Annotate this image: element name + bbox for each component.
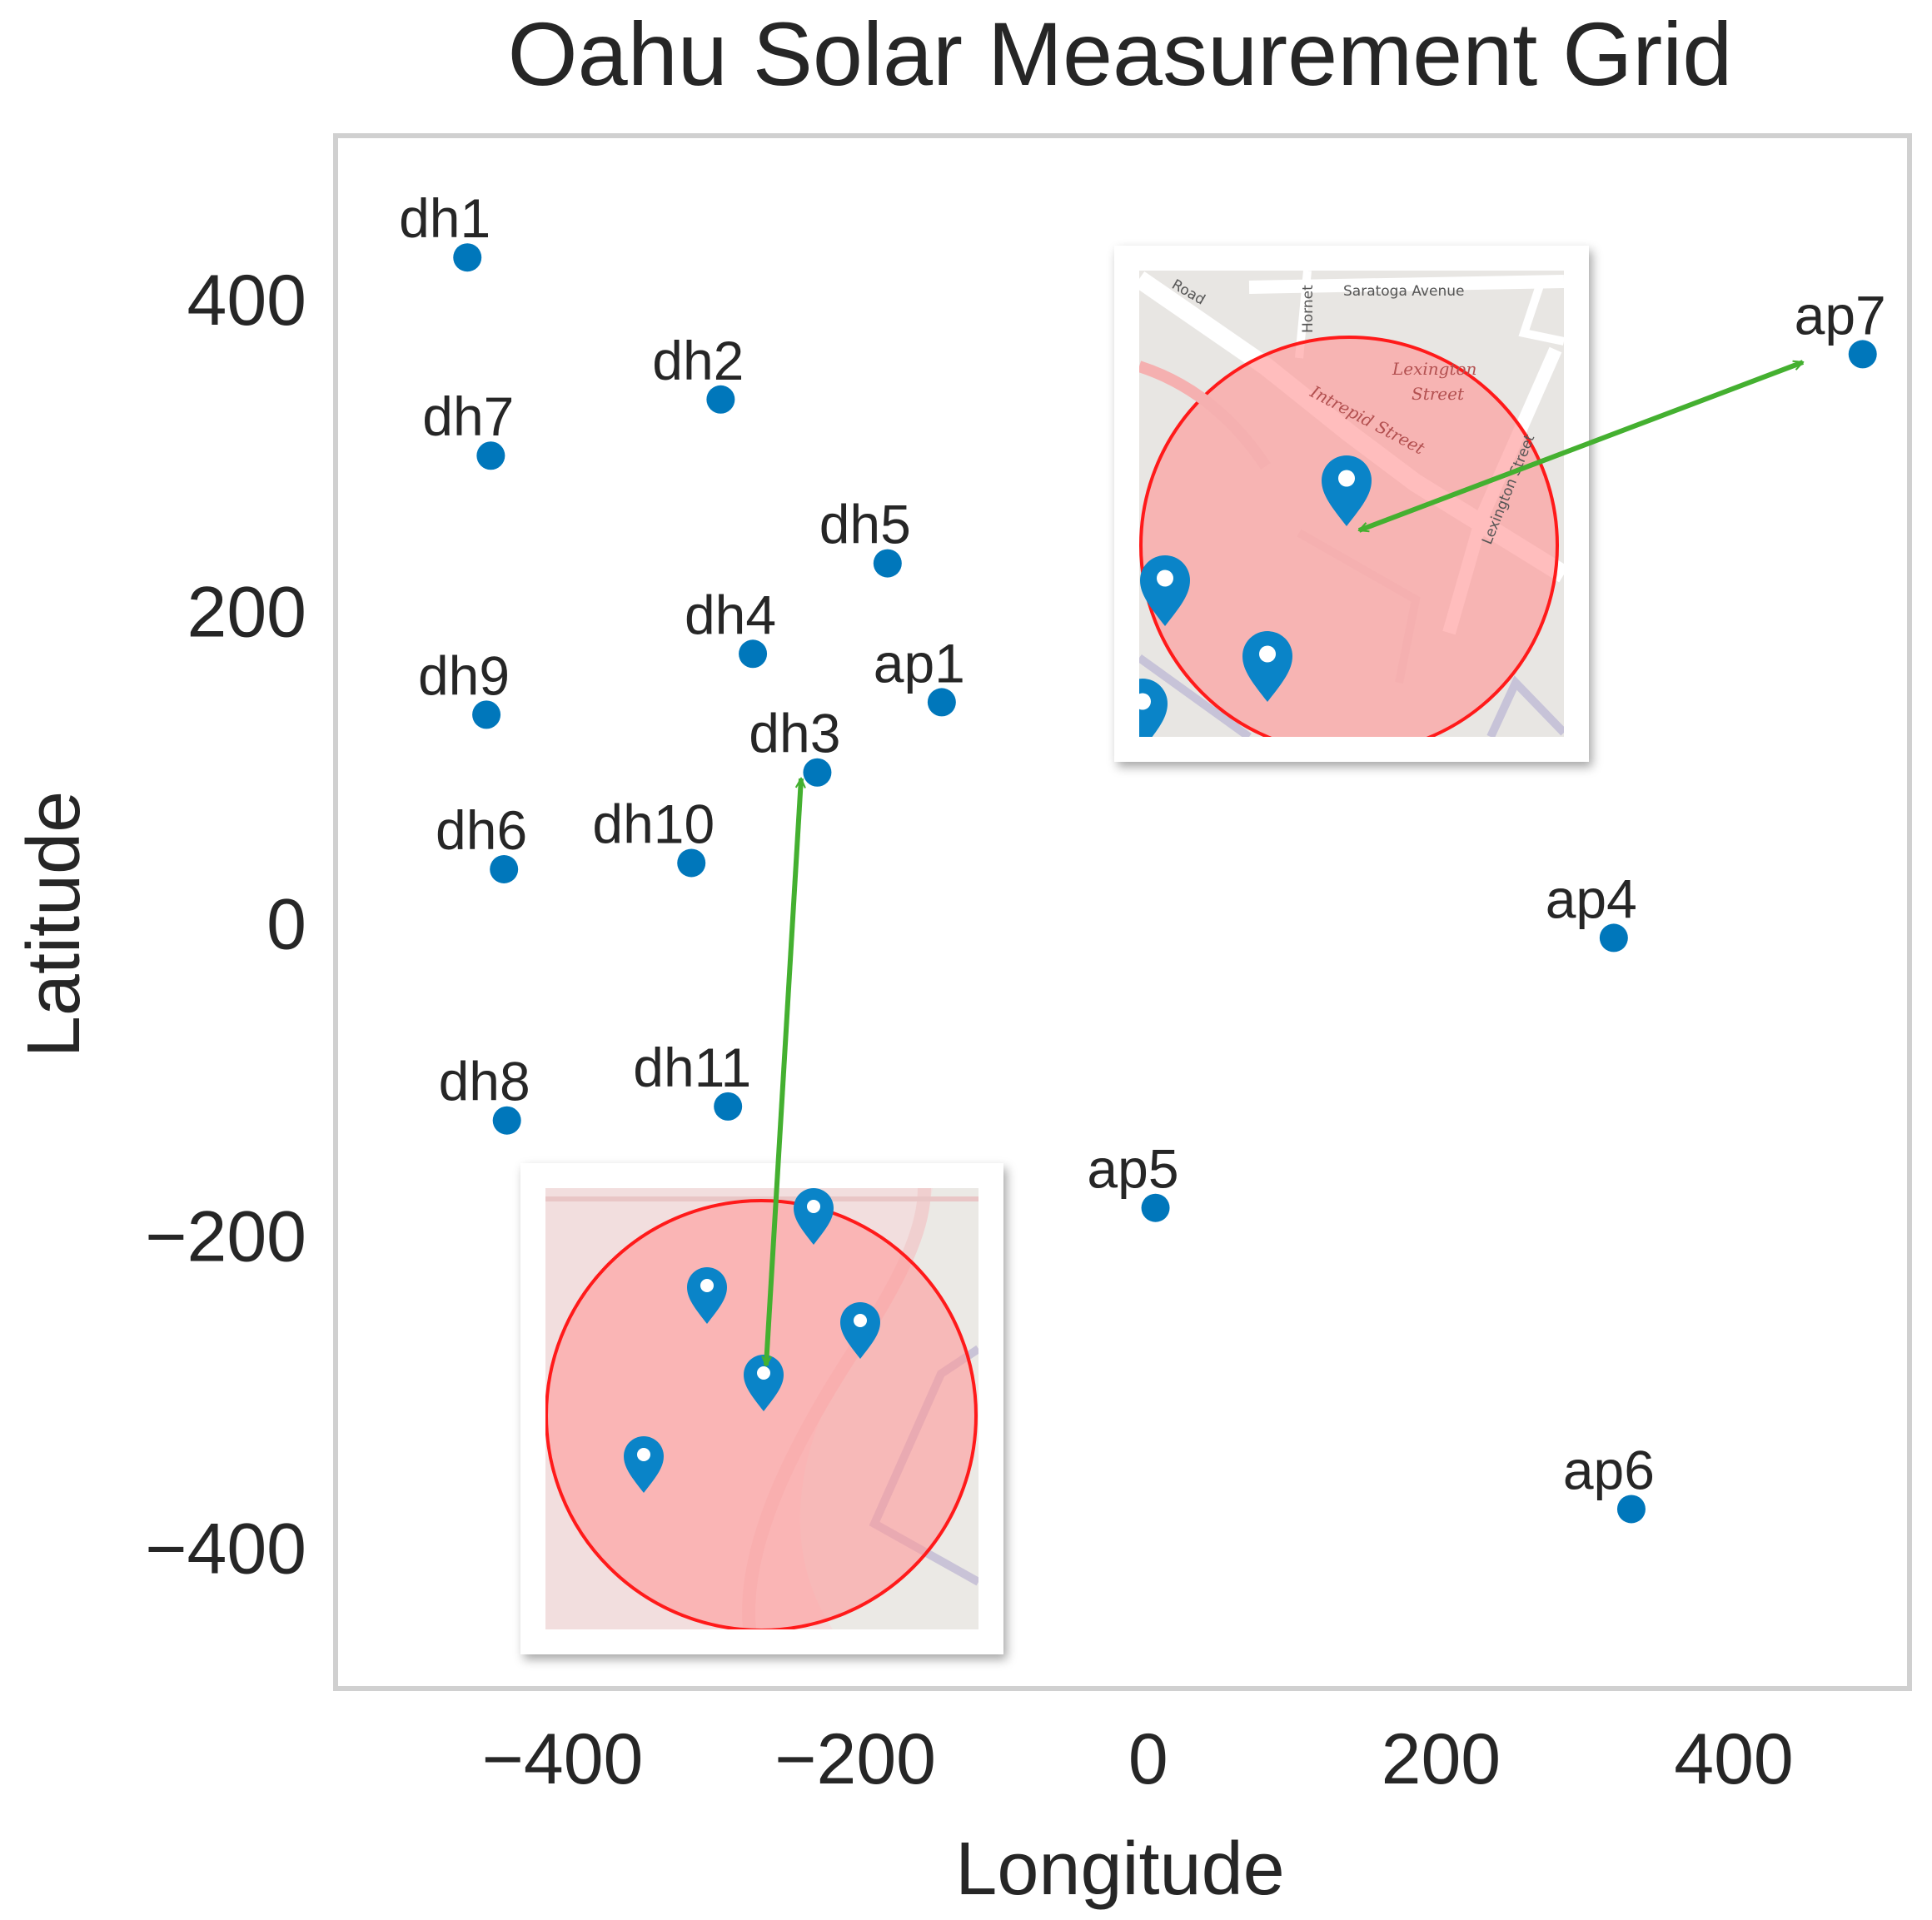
y-tick-label: −200 [145, 1196, 306, 1276]
x-tick-label: −200 [774, 1719, 936, 1799]
x-axis-ticks: −400 −200 0 200 400 [482, 1719, 1794, 1799]
point-label-dh9: dh9 [418, 644, 510, 706]
x-tick-label: 200 [1382, 1719, 1501, 1799]
point-label-ap5: ap5 [1087, 1138, 1178, 1200]
point-label-dh11: dh11 [633, 1037, 751, 1098]
data-point-ap6 [1616, 1495, 1646, 1524]
data-point-dh1 [453, 243, 482, 272]
point-label-dh10: dh10 [592, 793, 715, 854]
scatter-points: dh1 dh2 dh7 dh5 dh4 ap1 dh9 dh3 dh6 dh10 ap4 dh8 dh1… [399, 187, 1886, 1524]
data-point-dh4 [739, 639, 768, 669]
data-point-dh6 [490, 854, 519, 883]
point-label-dh1: dh1 [399, 187, 490, 249]
point-label-ap7: ap7 [1795, 284, 1886, 346]
y-tick-label: −400 [145, 1509, 306, 1589]
x-axis-label: Longitude [955, 1828, 1284, 1911]
y-tick-label: 400 [187, 261, 307, 341]
data-point-dh10 [677, 848, 706, 878]
data-point-dh9 [472, 700, 501, 729]
point-label-dh6: dh6 [436, 799, 527, 861]
data-point-dh3 [803, 758, 832, 787]
y-axis-ticks: −400 −200 0 200 400 [145, 261, 306, 1589]
x-tick-label: −400 [482, 1719, 644, 1799]
point-label-ap4: ap4 [1546, 868, 1637, 929]
data-point-dh2 [706, 385, 735, 414]
data-point-dh7 [476, 441, 505, 470]
svg-text:Street: Street [1412, 384, 1465, 404]
data-point-ap1 [927, 688, 956, 717]
data-point-ap7 [1848, 340, 1877, 369]
point-label-dh2: dh2 [652, 330, 744, 391]
y-axis-label: Latitude [12, 791, 96, 1057]
point-label-dh8: dh8 [439, 1051, 530, 1112]
data-point-ap5 [1141, 1193, 1170, 1222]
point-label-dh4: dh4 [685, 584, 776, 645]
data-point-ap4 [1599, 923, 1628, 953]
data-point-dh11 [714, 1092, 743, 1121]
point-label-dh5: dh5 [819, 494, 911, 555]
arrow-ap7-to-upper-inset [1359, 360, 1803, 533]
x-tick-label: 0 [1128, 1719, 1168, 1799]
point-label-dh7: dh7 [422, 385, 514, 447]
inset-map-lower [520, 1163, 1003, 1654]
point-label-ap1: ap1 [874, 632, 965, 694]
x-tick-label: 400 [1674, 1719, 1794, 1799]
data-point-dh5 [873, 549, 902, 578]
arrow-dh3-to-lower-inset [766, 778, 801, 1365]
inset-map-upper: Saratoga Avenue Lexington Street Intrepi… [1114, 246, 1589, 762]
point-label-ap6: ap6 [1563, 1439, 1655, 1500]
svg-text:Saratoga Avenue: Saratoga Avenue [1343, 283, 1464, 300]
y-tick-label: 200 [187, 573, 307, 653]
point-label-dh3: dh3 [749, 703, 840, 764]
svg-text:Lexington: Lexington [1392, 359, 1476, 379]
chart-title: Oahu Solar Measurement Grid [508, 3, 1733, 104]
y-tick-label: 0 [266, 885, 306, 965]
data-point-dh8 [492, 1106, 521, 1135]
svg-text:Hornet: Hornet [1300, 285, 1317, 333]
